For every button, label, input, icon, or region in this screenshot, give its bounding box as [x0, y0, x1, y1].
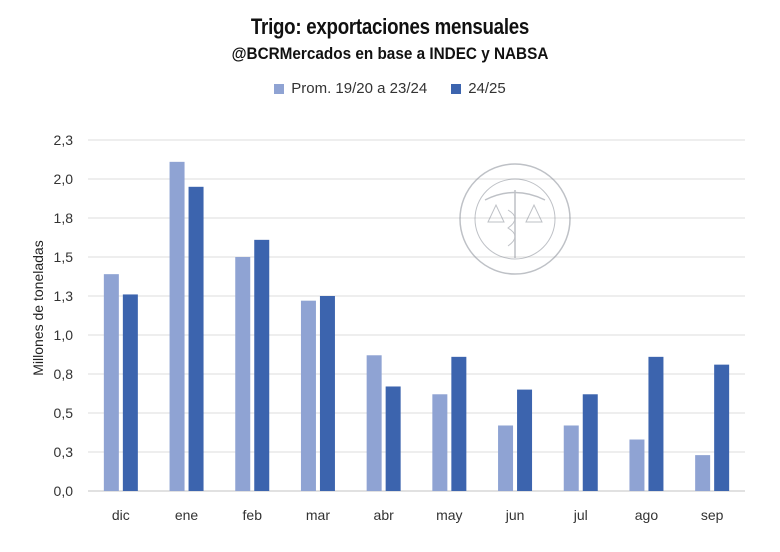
y-tick-label: 1,3 [54, 288, 74, 304]
x-tick-label: sep [701, 507, 724, 523]
x-tick-label: may [436, 507, 462, 523]
y-tick-label: 1,0 [54, 327, 74, 343]
bar-2425-feb [254, 239, 270, 491]
chart-subtitle: @BCRMercados en base a INDEC y NABSA [231, 44, 549, 63]
legend-swatch-2425 [451, 83, 462, 94]
x-tick-label: jun [505, 507, 525, 523]
bar-2425-abr [385, 386, 401, 491]
y-tick-label: 0,3 [54, 444, 74, 460]
bar-2425-sep [714, 364, 730, 491]
bar-prom-may [432, 394, 448, 491]
x-tick-label: jul [573, 507, 588, 523]
bar-prom-jun [498, 425, 514, 491]
y-tick-label: 2,0 [54, 171, 74, 187]
bar-prom-sep [695, 455, 711, 491]
bar-prom-ene [169, 161, 185, 491]
bar-prom-dic [103, 274, 119, 491]
bar-prom-ago [629, 439, 645, 491]
y-tick-label: 2,3 [54, 132, 74, 148]
legend-item-2425: 24/25 [451, 80, 506, 97]
bar-prom-feb [235, 257, 251, 491]
x-tick-label: feb [243, 507, 263, 523]
bar-2425-jul [582, 394, 598, 491]
y-tick-label: 0,0 [54, 483, 74, 499]
y-tick-label: 1,5 [54, 249, 74, 265]
bar-2425-ago [648, 356, 664, 491]
bar-2425-mar [319, 296, 335, 491]
legend-swatch-prom [274, 83, 285, 94]
x-tick-label: abr [374, 507, 395, 523]
y-tick-label: 0,5 [54, 405, 74, 421]
watermark-seal [459, 163, 571, 275]
y-tick-label: 1,8 [54, 210, 74, 226]
bar-2425-dic [122, 294, 138, 491]
legend-label-prom: Prom. 19/20 a 23/24 [291, 80, 428, 97]
y-tick-label: 0,8 [54, 366, 74, 382]
bar-2425-may [451, 356, 467, 491]
bar-2425-ene [188, 186, 204, 492]
legend: Prom. 19/20 a 23/24 24/25 [0, 80, 780, 97]
x-tick-label: mar [306, 507, 330, 523]
legend-item-prom: Prom. 19/20 a 23/24 [274, 80, 427, 97]
x-tick-label: dic [112, 507, 130, 523]
bar-prom-jul [563, 425, 579, 491]
x-tick-label: ene [175, 507, 199, 523]
chart-title: Trigo: exportaciones mensuales [250, 14, 530, 39]
legend-label-2425: 24/25 [468, 80, 506, 97]
bar-prom-mar [300, 300, 316, 491]
bar-prom-abr [366, 355, 382, 491]
x-tick-label: ago [635, 507, 659, 523]
bar-2425-jun [517, 389, 533, 491]
